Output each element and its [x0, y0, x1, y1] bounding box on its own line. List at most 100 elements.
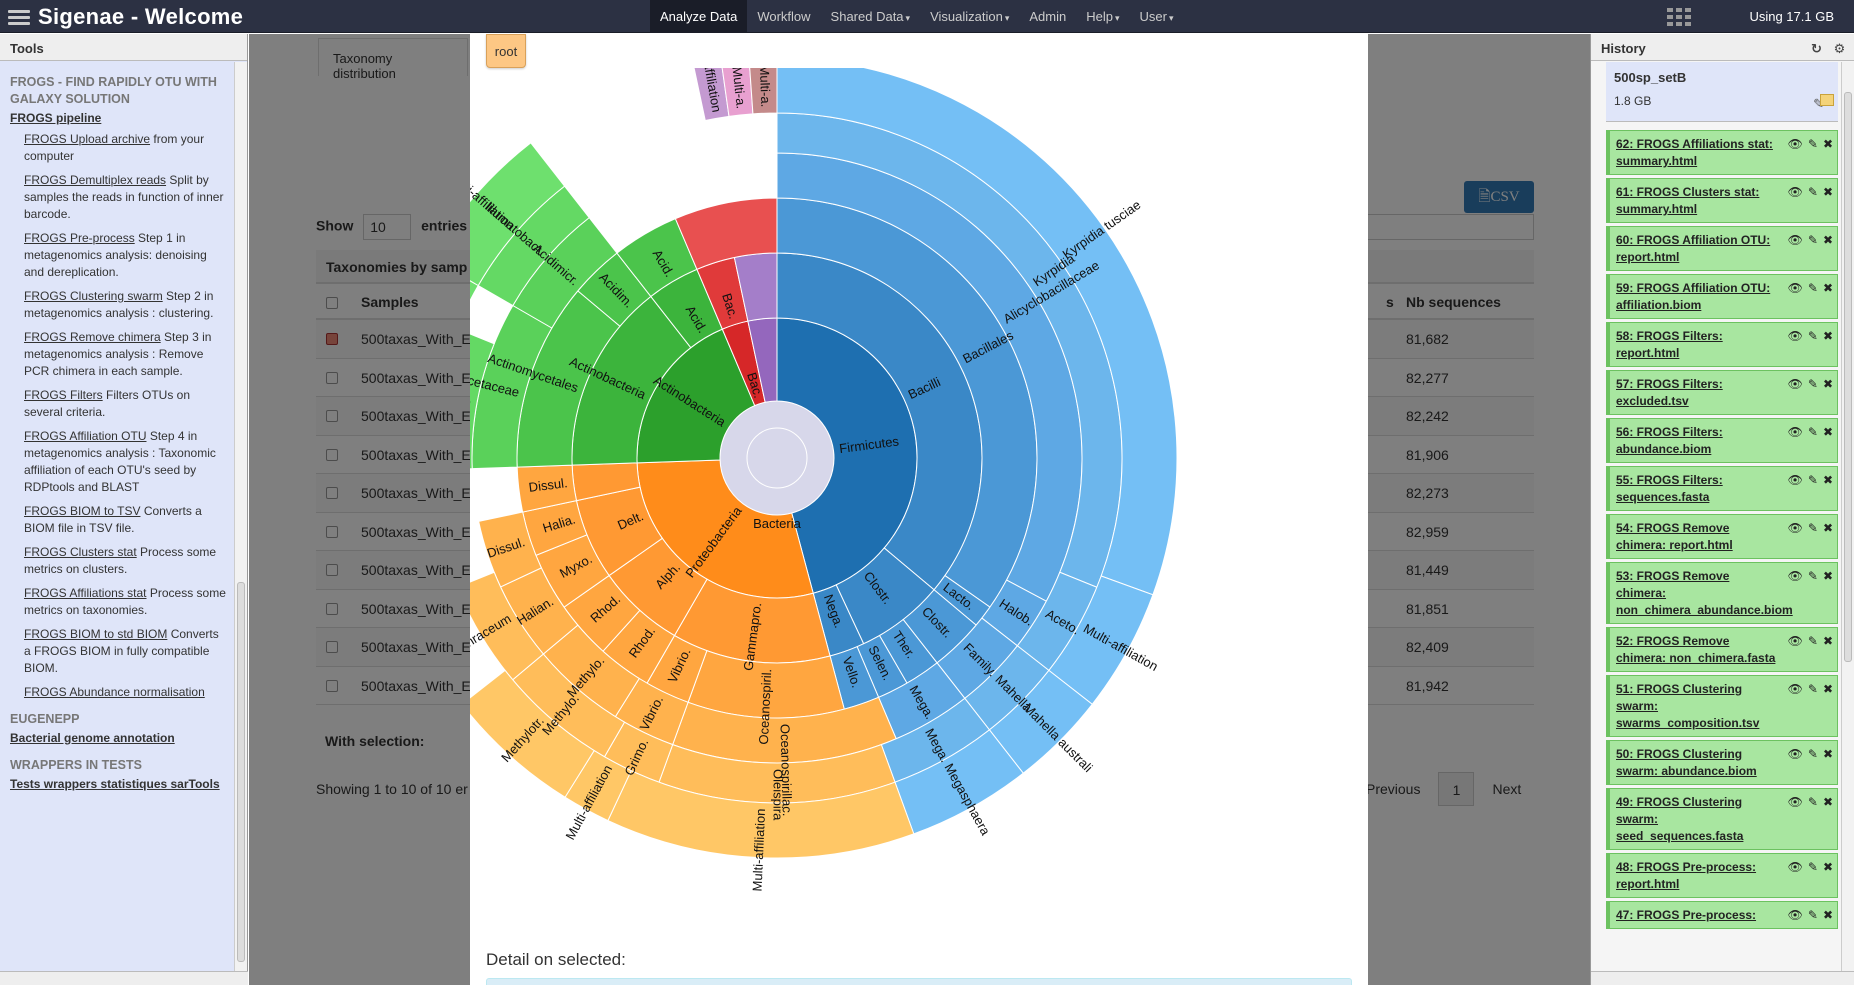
- sunburst-segment[interactable]: [674, 197, 778, 270]
- dataset-title[interactable]: 57: FROGS Filters: excluded.tsv: [1616, 377, 1723, 408]
- delete-icon[interactable]: ✖: [1822, 521, 1833, 535]
- delete-icon[interactable]: ✖: [1822, 281, 1833, 295]
- nav-item-3[interactable]: Visualization ▾: [920, 0, 1019, 33]
- pencil-icon[interactable]: ✎: [1807, 329, 1818, 343]
- tool-link[interactable]: FROGS Clusters stat: [24, 545, 137, 559]
- pencil-icon[interactable]: ✎: [1807, 860, 1818, 874]
- tool-link[interactable]: FROGS Affiliation OTU: [24, 429, 147, 443]
- delete-icon[interactable]: ✖: [1822, 425, 1833, 439]
- root-breadcrumb-button[interactable]: root: [486, 34, 526, 68]
- pencil-icon[interactable]: ✎: [1807, 795, 1818, 809]
- dataset-title[interactable]: 49: FROGS Clustering swarm: seed_sequenc…: [1616, 795, 1744, 843]
- eye-icon[interactable]: 👁: [1787, 377, 1803, 391]
- dataset-title[interactable]: 60: FROGS Affiliation OTU: report.html: [1616, 233, 1771, 264]
- eye-icon[interactable]: 👁: [1787, 521, 1803, 535]
- refresh-icon[interactable]: ↻: [1811, 41, 1822, 56]
- delete-icon[interactable]: ✖: [1822, 233, 1833, 247]
- delete-icon[interactable]: ✖: [1822, 747, 1833, 761]
- delete-icon[interactable]: ✖: [1822, 634, 1833, 648]
- history-scrollbar[interactable]: [1841, 62, 1854, 972]
- history-dataset[interactable]: 52: FROGS Remove chimera: non_chimera.fa…: [1606, 627, 1838, 672]
- eye-icon[interactable]: 👁: [1787, 185, 1803, 199]
- dataset-title[interactable]: 54: FROGS Remove chimera: report.html: [1616, 521, 1733, 552]
- eye-icon[interactable]: 👁: [1787, 860, 1803, 874]
- history-dataset[interactable]: 61: FROGS Clusters stat: summary.html 👁 ✎ ✖: [1606, 178, 1838, 223]
- history-dataset[interactable]: 58: FROGS Filters: report.html 👁 ✎ ✖: [1606, 322, 1838, 367]
- eye-icon[interactable]: 👁: [1787, 795, 1803, 809]
- history-dataset[interactable]: 53: FROGS Remove chimera: non_chimera_ab…: [1606, 562, 1838, 624]
- tool-link[interactable]: FROGS BIOM to std BIOM: [24, 627, 168, 641]
- dataset-title[interactable]: 56: FROGS Filters: abundance.biom: [1616, 425, 1723, 456]
- tools-scroll-thumb[interactable]: [237, 582, 245, 962]
- pencil-icon[interactable]: ✎: [1807, 569, 1818, 583]
- dataset-title[interactable]: 61: FROGS Clusters stat: summary.html: [1616, 185, 1760, 216]
- history-dataset[interactable]: 47: FROGS Pre-process: 👁 ✎ ✖: [1606, 901, 1838, 929]
- pencil-icon[interactable]: ✎: [1807, 473, 1818, 487]
- history-dataset[interactable]: 50: FROGS Clustering swarm: abundance.bi…: [1606, 740, 1838, 785]
- tests-wrappers-link[interactable]: Tests wrappers statistiques sarTools: [10, 777, 220, 791]
- nav-item-1[interactable]: Workflow: [747, 0, 820, 33]
- delete-icon[interactable]: ✖: [1822, 908, 1833, 922]
- eye-icon[interactable]: 👁: [1787, 908, 1803, 922]
- dataset-title[interactable]: 59: FROGS Affiliation OTU: affiliation.b…: [1616, 281, 1771, 312]
- delete-icon[interactable]: ✖: [1822, 185, 1833, 199]
- eye-icon[interactable]: 👁: [1787, 747, 1803, 761]
- eye-icon[interactable]: 👁: [1787, 634, 1803, 648]
- history-dataset[interactable]: 56: FROGS Filters: abundance.biom 👁 ✎ ✖: [1606, 418, 1838, 463]
- dataset-title[interactable]: 58: FROGS Filters: report.html: [1616, 329, 1723, 360]
- tag-icon[interactable]: ✎: [1813, 96, 1824, 111]
- pencil-icon[interactable]: ✎: [1807, 521, 1818, 535]
- pencil-icon[interactable]: ✎: [1807, 233, 1818, 247]
- history-dataset[interactable]: 48: FROGS Pre-process: report.html 👁 ✎ ✖: [1606, 853, 1838, 898]
- pencil-icon[interactable]: ✎: [1807, 747, 1818, 761]
- pencil-icon[interactable]: ✎: [1807, 137, 1818, 151]
- sunburst-segment[interactable]: [470, 669, 595, 798]
- delete-icon[interactable]: ✖: [1822, 569, 1833, 583]
- sunburst-segment[interactable]: [470, 329, 495, 470]
- eye-icon[interactable]: 👁: [1787, 569, 1803, 583]
- bacterial-genome-annotation-link[interactable]: Bacterial genome annotation: [10, 731, 175, 745]
- history-dataset[interactable]: 60: FROGS Affiliation OTU: report.html 👁 ✎…: [1606, 226, 1838, 271]
- tool-link[interactable]: FROGS BIOM to TSV: [24, 504, 141, 518]
- tool-link[interactable]: FROGS Filters: [24, 388, 103, 402]
- dataset-title[interactable]: 50: FROGS Clustering swarm: abundance.bi…: [1616, 747, 1757, 778]
- tool-link[interactable]: FROGS Remove chimera: [24, 330, 161, 344]
- history-name[interactable]: 500sp_setB: [1614, 70, 1687, 85]
- tool-link[interactable]: FROGS Pre-process: [24, 231, 135, 245]
- tool-link[interactable]: FROGS Clustering swarm: [24, 289, 163, 303]
- tool-section-frogs[interactable]: FROGS - FIND RAPIDLY OTU WITH GALAXY SOL…: [10, 75, 217, 106]
- history-dataset[interactable]: 55: FROGS Filters: sequences.fasta 👁 ✎ ✖: [1606, 466, 1838, 511]
- delete-icon[interactable]: ✖: [1822, 137, 1833, 151]
- eye-icon[interactable]: 👁: [1787, 473, 1803, 487]
- sunburst-segment[interactable]: [749, 68, 778, 115]
- apps-grid-icon[interactable]: [1667, 8, 1691, 26]
- annotation-icon[interactable]: [1820, 94, 1834, 106]
- sunburst-segment[interactable]: [478, 511, 543, 588]
- gear-icon[interactable]: ⚙: [1833, 41, 1846, 56]
- history-dataset[interactable]: 54: FROGS Remove chimera: report.html 👁 ✎ ✖: [1606, 514, 1838, 559]
- delete-icon[interactable]: ✖: [1822, 682, 1833, 696]
- nav-item-0[interactable]: Analyze Data: [650, 0, 748, 33]
- tool-section-wrappers[interactable]: WRAPPERS IN TESTS: [10, 758, 142, 772]
- quota-meter[interactable]: Using 17.1 GB: [1749, 9, 1834, 24]
- delete-icon[interactable]: ✖: [1822, 860, 1833, 874]
- pencil-icon[interactable]: ✎: [1807, 682, 1818, 696]
- tool-section-eugenepp[interactable]: EUGENEPP: [10, 712, 80, 726]
- nav-item-2[interactable]: Shared Data ▾: [821, 0, 921, 33]
- dataset-title[interactable]: 48: FROGS Pre-process: report.html: [1616, 860, 1757, 891]
- history-scroll-thumb[interactable]: [1844, 92, 1852, 662]
- eye-icon[interactable]: 👁: [1787, 425, 1803, 439]
- sunburst-segment[interactable]: [776, 68, 1178, 596]
- tool-link[interactable]: FROGS Affiliations stat: [24, 586, 147, 600]
- eye-icon[interactable]: 👁: [1787, 281, 1803, 295]
- eye-icon[interactable]: 👁: [1787, 329, 1803, 343]
- taxonomy-sunburst-chart[interactable]: BacteriaFirmicutesProteobacteriaActinoba…: [470, 68, 1368, 968]
- dataset-title[interactable]: 53: FROGS Remove chimera: non_chimera_ab…: [1616, 569, 1793, 617]
- brand-title[interactable]: Sigenae - Welcome: [38, 4, 244, 29]
- eye-icon[interactable]: 👁: [1787, 137, 1803, 151]
- sunburst-segment[interactable]: [719, 400, 835, 516]
- history-dataset[interactable]: 49: FROGS Clustering swarm: seed_sequenc…: [1606, 788, 1838, 850]
- sunburst-segment[interactable]: [470, 258, 479, 472]
- dataset-title[interactable]: 51: FROGS Clustering swarm: swarms_compo…: [1616, 682, 1760, 730]
- nav-item-4[interactable]: Admin: [1019, 0, 1076, 33]
